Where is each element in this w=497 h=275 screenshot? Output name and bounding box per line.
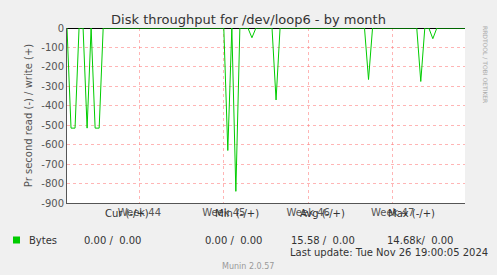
- svg-text:-900: -900: [41, 198, 64, 209]
- svg-text:-300: -300: [41, 81, 64, 92]
- svg-text:-400: -400: [41, 100, 64, 111]
- svg-text:14.68k/ 0.00: 14.68k/ 0.00: [387, 235, 453, 246]
- svg-text:Week 45: Week 45: [202, 207, 245, 218]
- svg-text:0.00 / 0.00: 0.00 / 0.00: [84, 235, 141, 246]
- svg-text:-600: -600: [41, 139, 64, 150]
- svg-text:Week 47: Week 47: [371, 207, 414, 218]
- svg-text:-500: -500: [41, 120, 64, 131]
- svg-text:-700: -700: [41, 159, 64, 170]
- svg-text:Avg (-/+): Avg (-/+): [300, 208, 345, 219]
- svg-text:-800: -800: [41, 178, 64, 189]
- svg-text:Pr second read (-) / write (+): Pr second read (-) / write (+): [23, 44, 34, 187]
- svg-text:Max (-/+): Max (-/+): [388, 208, 435, 219]
- svg-text:Week 44: Week 44: [118, 207, 161, 218]
- svg-text:Munin 2.0.57: Munin 2.0.57: [222, 262, 274, 271]
- svg-text:Cur (-/+): Cur (-/+): [105, 208, 149, 219]
- svg-text:RRDTOOL / TOBI OETIKER: RRDTOOL / TOBI OETIKER: [482, 26, 489, 103]
- svg-text:0.00 / 0.00: 0.00 / 0.00: [205, 235, 262, 246]
- svg-text:-200: -200: [41, 61, 64, 72]
- svg-text:Bytes: Bytes: [29, 235, 57, 246]
- svg-text:15.58 / 0.00: 15.58 / 0.00: [291, 235, 355, 246]
- svg-text:Week 46: Week 46: [287, 207, 330, 218]
- svg-text:0: 0: [58, 23, 64, 34]
- svg-text:Min (-/+): Min (-/+): [215, 208, 259, 219]
- svg-text:-100: -100: [41, 42, 64, 53]
- svg-text:Last update: Tue Nov 26 19:00:: Last update: Tue Nov 26 19:00:05 2024: [290, 247, 488, 258]
- svg-text:Disk throughput for /dev/loop6: Disk throughput for /dev/loop6 - by mont…: [111, 12, 386, 27]
